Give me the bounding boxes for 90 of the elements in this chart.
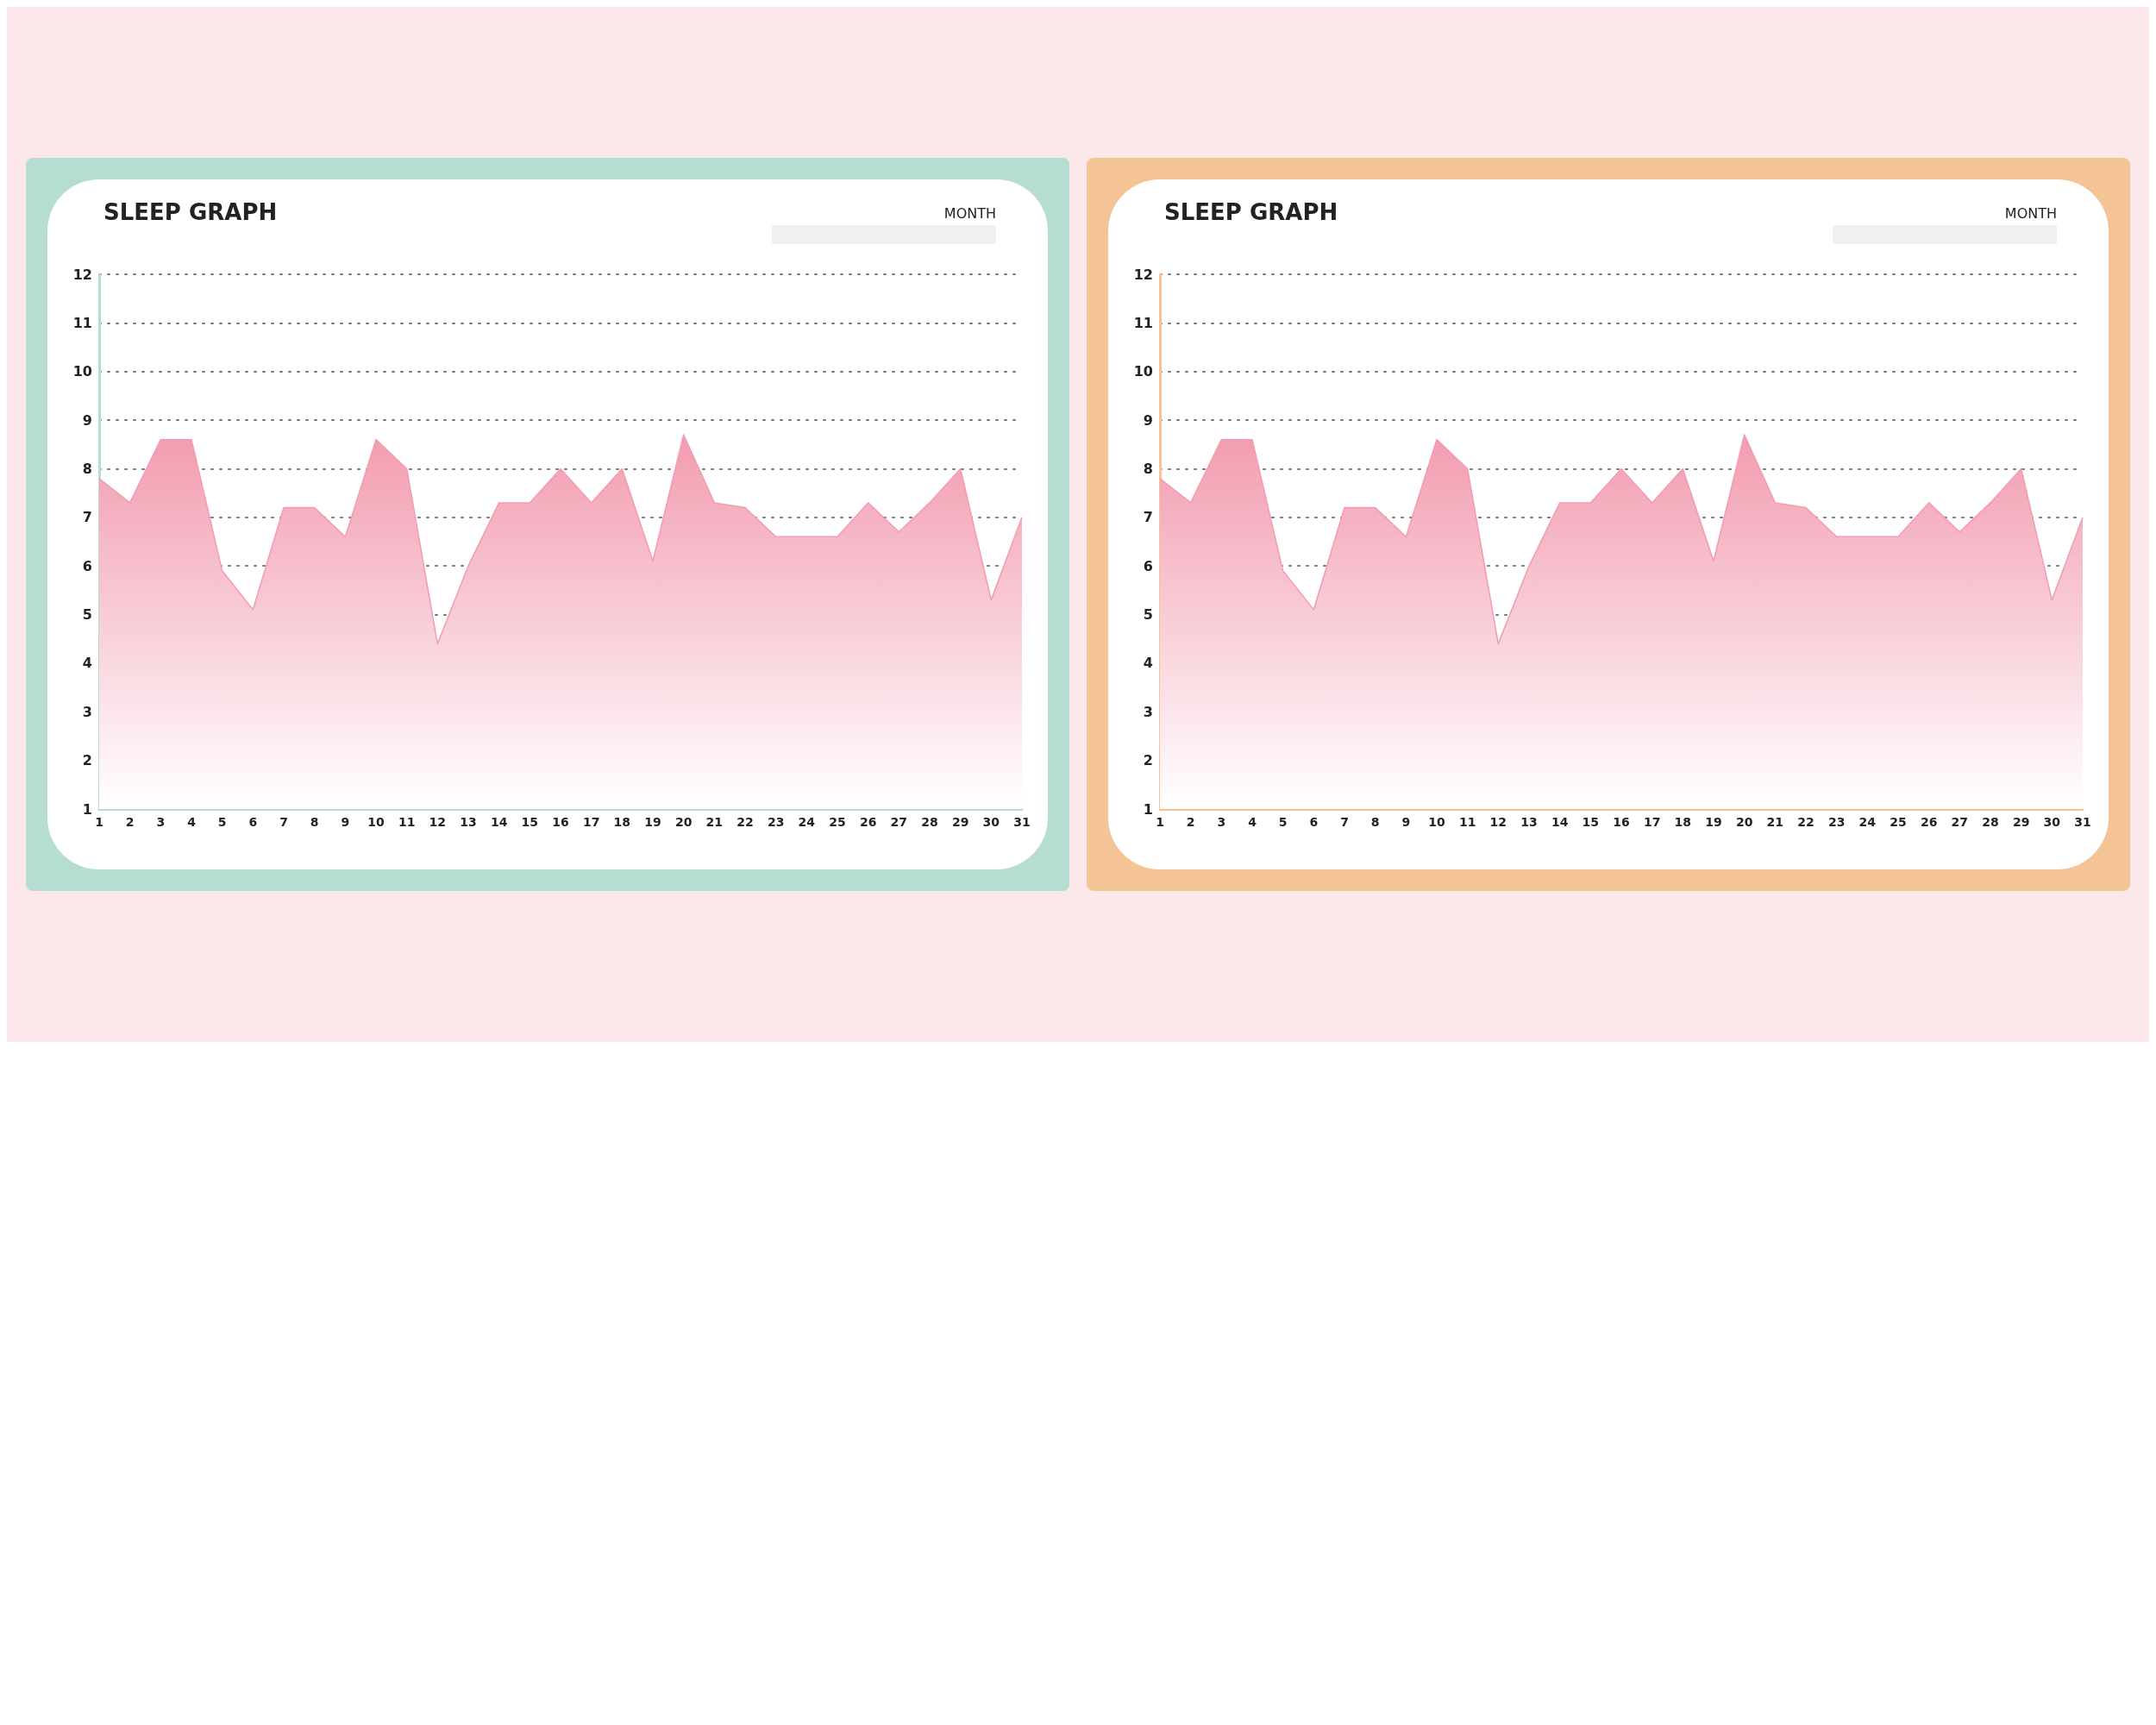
x-tick-label: 18	[613, 815, 631, 829]
x-tick-label: 1	[1156, 815, 1164, 829]
y-tick-label: 1	[82, 800, 92, 818]
x-tick-label: 14	[490, 815, 508, 829]
x-tick-label: 7	[1340, 815, 1349, 829]
y-tick-label: 2	[1143, 752, 1153, 769]
y-tick-label: 3	[82, 703, 92, 720]
x-tick-label: 31	[1013, 815, 1031, 829]
x-tick-label: 19	[644, 815, 661, 829]
x-tick-label: 16	[1613, 815, 1630, 829]
x-tick-label: 9	[341, 815, 350, 829]
x-tick-label: 7	[279, 815, 288, 829]
y-tick-label: 7	[82, 509, 92, 526]
y-tick-label: 5	[1143, 606, 1153, 624]
x-tick-label: 31	[2074, 815, 2091, 829]
x-tick-label: 4	[187, 815, 197, 829]
x-tick-label: 15	[1582, 815, 1600, 829]
y-tick-label: 2	[82, 752, 92, 769]
x-tick-label: 20	[1735, 815, 1753, 829]
x-tick-label: 13	[1520, 815, 1538, 829]
x-tick-label: 14	[1551, 815, 1569, 829]
x-tick-label: 25	[1890, 815, 1907, 829]
x-tick-label: 24	[798, 815, 816, 829]
x-tick-label: 11	[398, 815, 416, 829]
x-tick-label: 17	[1643, 815, 1661, 829]
y-tick-label: 12	[1133, 266, 1153, 283]
y-tick-label: 9	[1143, 411, 1153, 429]
x-tick-label: 18	[1674, 815, 1692, 829]
x-tick-label: 28	[1982, 815, 1999, 829]
x-tick-label: 21	[705, 815, 724, 829]
x-tick-label: 5	[1278, 815, 1288, 829]
x-tick-label: 30	[2043, 815, 2061, 829]
y-tick-label: 12	[72, 266, 92, 283]
y-tick-label: 9	[82, 411, 92, 429]
x-tick-label: 6	[248, 815, 258, 829]
y-tick-label: 11	[72, 314, 92, 331]
x-tick-label: 19	[1705, 815, 1722, 829]
x-tick-label: 5	[217, 815, 227, 829]
x-tick-label: 1	[95, 815, 103, 829]
x-tick-label: 3	[156, 815, 166, 829]
x-tick-label: 16	[552, 815, 569, 829]
text: MONTH	[2004, 205, 2057, 222]
x-tick-label: 8	[310, 815, 319, 829]
x-tick-label: 8	[1370, 815, 1380, 829]
x-tick-label: 30	[982, 815, 1000, 829]
y-tick-label: 5	[82, 606, 92, 624]
chart-title: SLEEP GRAPH	[103, 199, 278, 225]
x-tick-label: 23	[1827, 815, 1846, 829]
y-tick-label: 6	[1143, 557, 1153, 574]
y-tick-label: 6	[82, 557, 92, 574]
x-tick-label: 17	[582, 815, 600, 829]
y-tick-label: 4	[82, 655, 92, 672]
y-tick-label: 10	[72, 363, 92, 380]
x-tick-label: 23	[767, 815, 785, 829]
x-tick-label: 11	[1458, 815, 1476, 829]
x-tick-label: 28	[921, 815, 938, 829]
x-tick-label: 13	[460, 815, 477, 829]
y-tick-label: 11	[1133, 314, 1153, 331]
x-tick-label: 22	[1797, 815, 1814, 829]
x-tick-label: 9	[1401, 815, 1411, 829]
x-tick-label: 12	[1489, 815, 1507, 829]
x-tick-label: 10	[367, 815, 385, 829]
y-tick-label: 8	[1143, 460, 1153, 477]
text: MONTH	[943, 205, 996, 222]
x-tick-label: 2	[1186, 815, 1195, 829]
x-tick-label: 27	[890, 815, 908, 829]
x-tick-label: 12	[429, 815, 447, 829]
x-tick-label: 24	[1858, 815, 1877, 829]
x-tick-label: 6	[1309, 815, 1319, 829]
x-tick-label: 22	[736, 815, 754, 829]
x-tick-label: 27	[1951, 815, 1969, 829]
x-tick-label: 29	[2012, 815, 2030, 829]
y-tick-label: 4	[1143, 655, 1153, 672]
x-tick-label: 26	[1920, 815, 1938, 829]
y-tick-label: 3	[1143, 703, 1153, 720]
y-tick-label: 1	[1143, 800, 1153, 818]
x-tick-label: 25	[829, 815, 846, 829]
y-tick-label: 7	[1143, 509, 1153, 526]
x-tick-label: 21	[1766, 815, 1784, 829]
x-tick-label: 2	[125, 815, 135, 829]
x-tick-label: 20	[674, 815, 693, 829]
x-tick-label: 29	[951, 815, 969, 829]
x-tick-label: 3	[1217, 815, 1226, 829]
y-tick-label: 10	[1133, 363, 1153, 380]
chart-title: SLEEP GRAPH	[1164, 199, 1338, 225]
y-tick-label: 8	[82, 460, 92, 477]
x-tick-label: 4	[1248, 815, 1257, 829]
x-tick-label: 15	[521, 815, 539, 829]
x-tick-label: 10	[1428, 815, 1445, 829]
x-tick-label: 26	[859, 815, 877, 829]
